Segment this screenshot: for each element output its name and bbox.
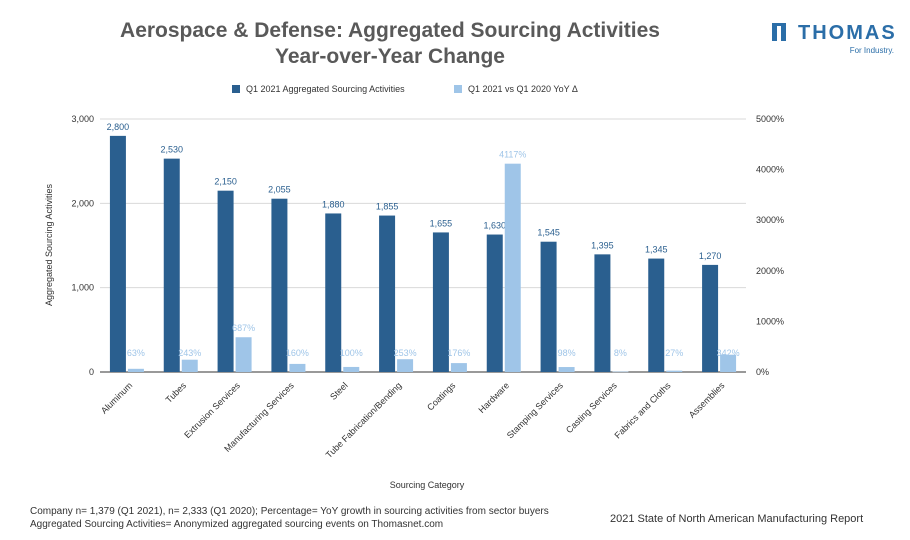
- data-label-activities: 1,545: [537, 228, 560, 238]
- bar-yoy: [397, 359, 414, 372]
- data-label-yoy: 8%: [614, 348, 627, 358]
- y-axis-right-tick-label: 2000%: [756, 266, 784, 276]
- bar-yoy: [504, 163, 521, 372]
- bar-activities: [217, 190, 234, 372]
- x-axis-tick-label: Fabrics and Cloths: [613, 380, 673, 440]
- bar-activities: [325, 213, 342, 372]
- bar-yoy: [289, 363, 306, 372]
- chart-title-line1: Aerospace & Defense: Aggregated Sourcing…: [120, 19, 660, 42]
- bar-yoy: [343, 366, 360, 372]
- data-label-yoy: 98%: [558, 348, 576, 358]
- bar-yoy: [666, 370, 683, 372]
- bar-activities: [702, 264, 719, 372]
- bar-yoy: [235, 337, 252, 372]
- x-axis-tick-label: Stamping Services: [505, 380, 565, 440]
- bar-yoy: [127, 368, 144, 372]
- bar-activities: [163, 158, 180, 372]
- data-label-activities: 1,395: [591, 240, 614, 250]
- y-axis-left-tick-label: 1,000: [71, 283, 94, 293]
- data-label-yoy: 687%: [232, 323, 255, 333]
- bar-activities: [109, 135, 126, 372]
- chart-legend: Q1 2021 Aggregated Sourcing Activities Q…: [0, 84, 910, 100]
- logo-tagline: For Industry.: [849, 46, 894, 55]
- data-label-yoy: 253%: [394, 348, 417, 358]
- bar-yoy: [181, 359, 198, 372]
- data-label-activities: 1,270: [699, 251, 722, 261]
- bar-activities: [486, 234, 503, 372]
- legend-item-yoy: Q1 2021 vs Q1 2020 YoY Δ: [454, 84, 578, 94]
- data-label-activities: 2,150: [214, 177, 237, 187]
- data-label-yoy: 100%: [340, 348, 363, 358]
- data-label-yoy: 4117%: [499, 150, 526, 160]
- report-source: 2021 State of North American Manufacturi…: [610, 513, 864, 525]
- y-axis-left-tick-label: 0: [89, 367, 94, 377]
- y-axis-right-tick-label: 5000%: [756, 114, 784, 124]
- data-label-activities: 1,855: [376, 202, 399, 212]
- bar-yoy: [558, 367, 575, 372]
- logo-name: THOMAS: [798, 22, 897, 44]
- bar-activities: [271, 198, 288, 372]
- data-label-activities: 2,530: [160, 145, 183, 155]
- legend-swatch-yoy: [454, 85, 462, 93]
- data-label-activities: 2,800: [107, 122, 130, 132]
- data-label-activities: 1,655: [430, 218, 453, 228]
- y-axis-title: Aggregated Sourcing Activities: [44, 183, 54, 306]
- bar-activities: [379, 215, 396, 372]
- footnote-line1: Company n= 1,379 (Q1 2021), n= 2,333 (Q1…: [30, 506, 549, 517]
- x-axis-tick-label: Casting Services: [564, 380, 619, 435]
- y-axis-left: 0 1,000 2,000 3,000: [71, 114, 94, 377]
- data-label-activities: 1,630: [483, 221, 506, 231]
- chart-bars: 2,800 63% 2,530 243% 2,150 687% 2,055 160% 1,880…: [107, 122, 740, 373]
- legend-label-yoy: Q1 2021 vs Q1 2020 YoY Δ: [468, 84, 578, 94]
- x-axis-tick-label: Coatings: [425, 380, 458, 413]
- bar-yoy: [450, 363, 467, 372]
- bar-activities: [432, 232, 449, 372]
- data-label-yoy: 160%: [286, 348, 309, 358]
- x-axis-tick-label: Assemblies: [687, 380, 727, 420]
- chart-title: Aerospace & Defense: Aggregated Sourcing…: [60, 18, 720, 70]
- thomas-logo-mark-icon: [772, 23, 786, 41]
- data-label-yoy: 63%: [127, 348, 145, 358]
- bar-activities: [648, 258, 665, 372]
- bar-activities: [540, 241, 557, 372]
- data-label-yoy: 243%: [178, 348, 201, 358]
- legend-label-activities: Q1 2021 Aggregated Sourcing Activities: [246, 84, 405, 94]
- y-axis-right: 0% 1000% 2000% 3000% 4000% 5000%: [756, 114, 784, 377]
- bar-yoy: [720, 354, 737, 372]
- chart-title-line2: Year-over-Year Change: [275, 45, 505, 68]
- y-axis-left-tick-label: 3,000: [71, 114, 94, 124]
- y-axis-right-tick-label: 4000%: [756, 165, 784, 175]
- x-axis-tick-label: Extrusion Services: [182, 380, 242, 440]
- chart-gridlines: [100, 118, 746, 373]
- thomas-logo: THOMAS For Industry.: [770, 20, 900, 64]
- data-label-yoy: 342%: [717, 348, 740, 358]
- y-axis-right-tick-label: 0%: [756, 367, 769, 377]
- data-label-activities: 1,345: [645, 245, 668, 255]
- y-axis-right-tick-label: 3000%: [756, 215, 784, 225]
- x-axis-title: Sourcing Category: [390, 480, 465, 490]
- data-label-activities: 2,055: [268, 185, 291, 195]
- data-label-activities: 1,880: [322, 199, 345, 209]
- data-label-yoy: 27%: [665, 348, 683, 358]
- bar-chart: 0 1,000 2,000 3,000 0% 1000% 2000% 3000% 4000% 5…: [44, 114, 784, 490]
- bar-activities: [594, 254, 611, 372]
- legend-swatch-activities: [232, 85, 240, 93]
- y-axis-right-tick-label: 1000%: [756, 316, 784, 326]
- x-axis-tick-label: Aluminum: [99, 380, 134, 415]
- data-label-yoy: 176%: [447, 348, 470, 358]
- bar-yoy: [612, 371, 629, 373]
- x-axis-tick-label: Tubes: [164, 380, 189, 405]
- y-axis-left-tick-label: 2,000: [71, 198, 94, 208]
- legend-item-activities: Q1 2021 Aggregated Sourcing Activities: [232, 84, 405, 94]
- footnote: Company n= 1,379 (Q1 2021), n= 2,333 (Q1…: [30, 505, 549, 531]
- footnote-line2: Aggregated Sourcing Activities= Anonymiz…: [30, 519, 444, 530]
- x-axis-tick-label: Hardware: [477, 380, 512, 415]
- x-axis-tick-label: Steel: [328, 380, 350, 402]
